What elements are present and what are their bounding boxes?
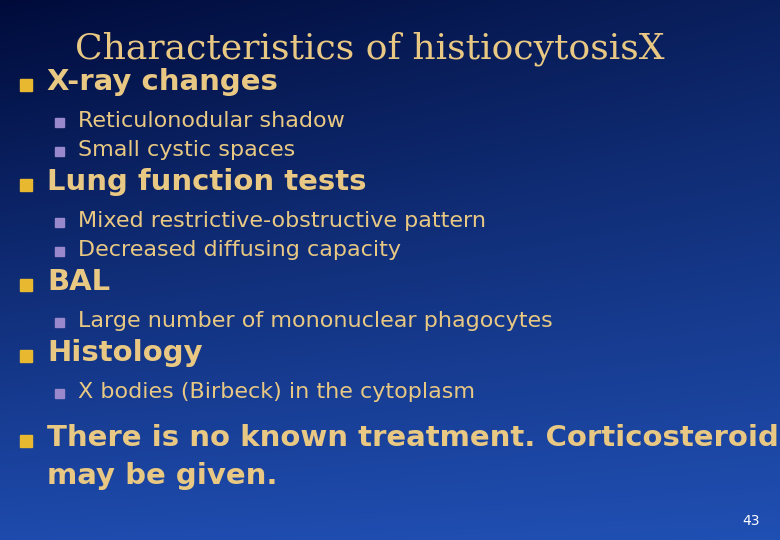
Text: BAL: BAL <box>47 268 110 296</box>
Text: Decreased diffusing capacity: Decreased diffusing capacity <box>78 240 401 260</box>
Bar <box>20 79 32 91</box>
Bar <box>55 118 64 127</box>
Bar <box>55 147 64 156</box>
Bar <box>20 435 32 447</box>
Text: Reticulonodular shadow: Reticulonodular shadow <box>78 111 345 131</box>
Text: Mixed restrictive-obstructive pattern: Mixed restrictive-obstructive pattern <box>78 211 486 231</box>
Bar <box>20 179 32 191</box>
Text: 43: 43 <box>743 514 760 528</box>
Text: X bodies (Birbeck) in the cytoplasm: X bodies (Birbeck) in the cytoplasm <box>78 382 475 402</box>
Text: may be given.: may be given. <box>47 462 278 490</box>
Bar <box>55 247 64 256</box>
Text: Lung function tests: Lung function tests <box>47 168 367 196</box>
Text: There is no known treatment. Corticosteroids: There is no known treatment. Corticoster… <box>47 424 780 452</box>
Bar <box>20 279 32 291</box>
Text: Histology: Histology <box>47 339 203 367</box>
Text: Large number of mononuclear phagocytes: Large number of mononuclear phagocytes <box>78 311 553 331</box>
Bar <box>55 389 64 398</box>
Text: X-ray changes: X-ray changes <box>47 68 278 96</box>
Text: Characteristics of histiocytosisX: Characteristics of histiocytosisX <box>75 32 665 66</box>
Text: Small cystic spaces: Small cystic spaces <box>78 140 296 160</box>
Bar <box>55 318 64 327</box>
Bar <box>20 350 32 362</box>
Bar <box>55 218 64 227</box>
